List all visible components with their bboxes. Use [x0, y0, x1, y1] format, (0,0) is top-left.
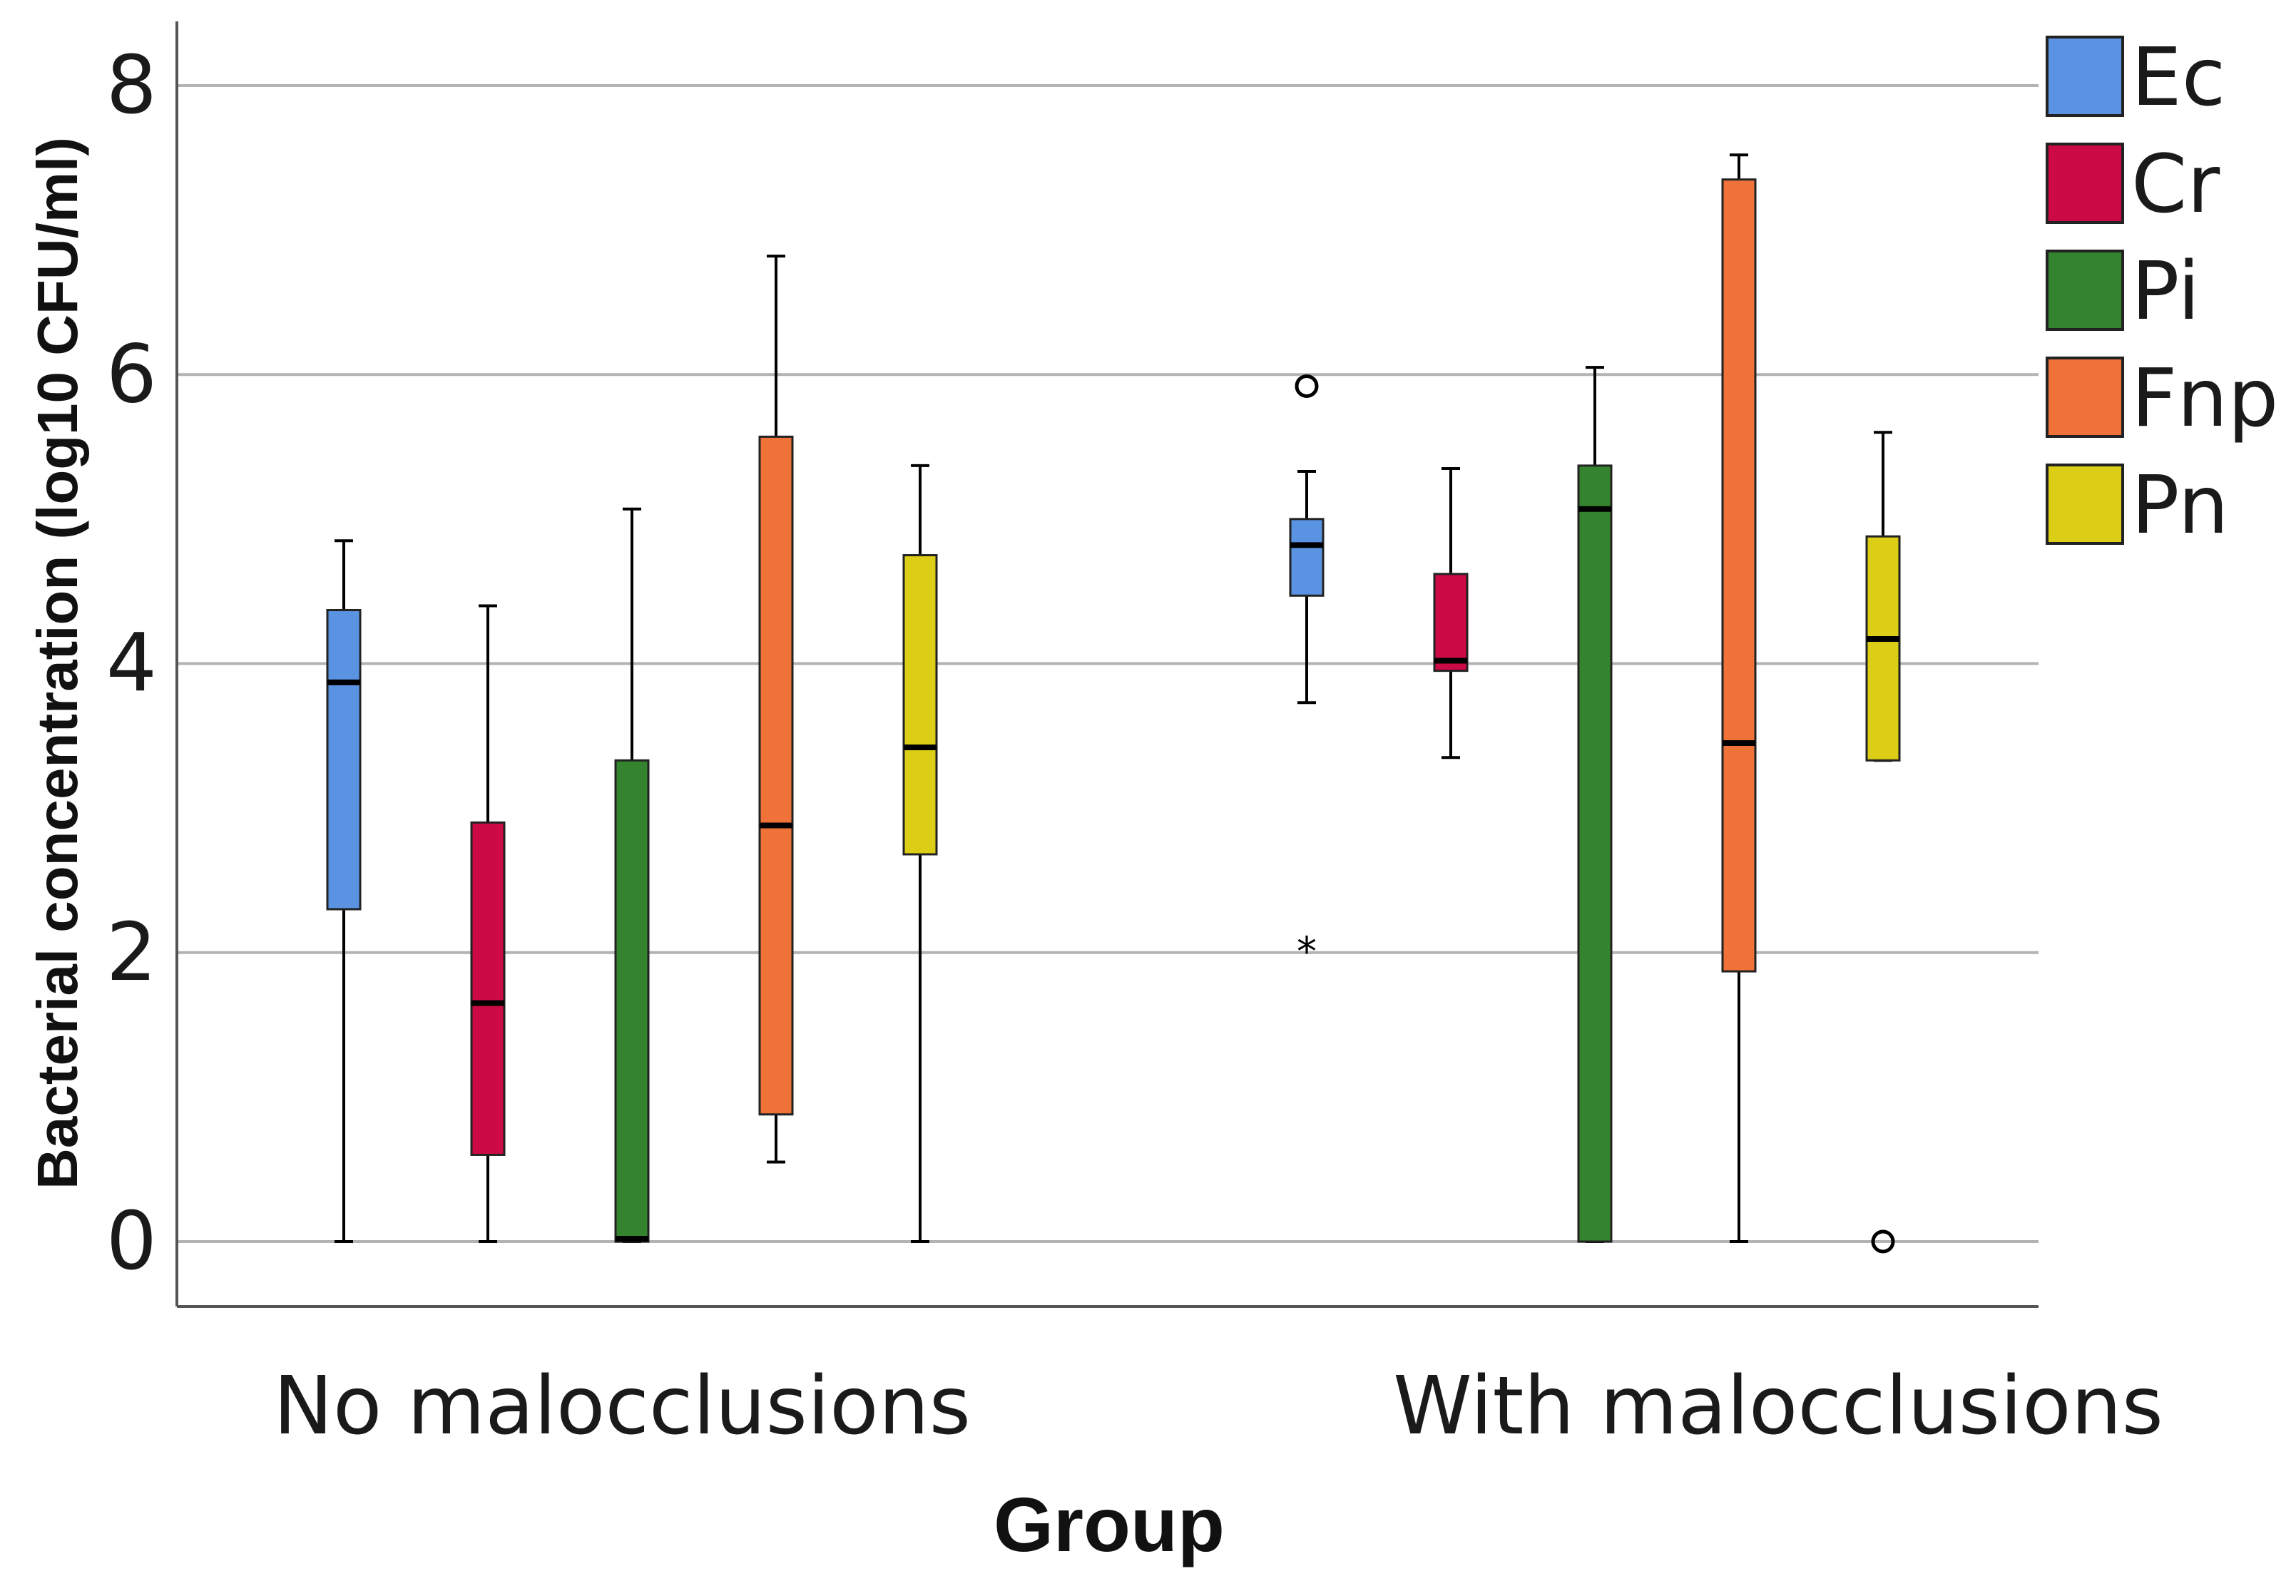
- iqr-box: [758, 435, 794, 1116]
- box-pi-with-malocclusions: [1577, 366, 1613, 1243]
- outlier-marker: [1871, 1229, 1895, 1254]
- legend-item-cr: Cr: [2046, 138, 2220, 231]
- x-category-label: With malocclusions: [1393, 1360, 2163, 1453]
- box-fnp-with-malocclusions: [1721, 153, 1757, 1243]
- legend-label: Cr: [2131, 138, 2220, 231]
- box-cr-no-malocclusions: [470, 604, 506, 1243]
- iqr-box: [902, 554, 938, 856]
- outlier-marker: [1295, 374, 1319, 398]
- legend-swatch: [2046, 143, 2124, 224]
- y-tick-label: 0: [106, 1195, 157, 1288]
- box-fnp-no-malocclusions: [758, 255, 794, 1164]
- iqr-box: [470, 821, 506, 1156]
- y-tick-label: 6: [106, 328, 157, 421]
- legend-item-pi: Pi: [2046, 245, 2200, 338]
- box-cr-with-malocclusions: [1433, 466, 1469, 759]
- y-tick-label: 8: [106, 39, 157, 132]
- legend-item-ec: Ec: [2046, 31, 2225, 124]
- legend-item-pn: Pn: [2046, 459, 2229, 552]
- box-ec-no-malocclusions: [326, 539, 362, 1243]
- x-axis-title: Group: [994, 1481, 1225, 1567]
- iqr-box: [326, 609, 362, 911]
- x-category-label: No malocclusions: [273, 1360, 971, 1453]
- legend-swatch: [2046, 357, 2124, 438]
- legend-swatch: [2046, 464, 2124, 545]
- extreme-outlier-marker: *: [1297, 929, 1317, 976]
- iqr-box: [614, 759, 650, 1243]
- legend-item-fnp: Fnp: [2046, 352, 2279, 445]
- legend-label: Pn: [2131, 459, 2229, 552]
- legend-label: Fnp: [2131, 352, 2279, 445]
- iqr-box: [1577, 464, 1613, 1243]
- iqr-box: [1289, 518, 1325, 597]
- box-series: *: [326, 153, 1901, 1254]
- y-axis-title: Bacterial concentration (log10 CFU/ml): [26, 137, 89, 1190]
- y-tick-label: 2: [106, 906, 157, 999]
- iqr-box: [1433, 573, 1469, 672]
- gridlines: [177, 84, 2039, 1243]
- legend-swatch: [2046, 250, 2124, 331]
- y-tick-label: 4: [106, 618, 157, 710]
- iqr-box: [1721, 178, 1757, 973]
- box-pn-with-malocclusions: [1865, 431, 1901, 1254]
- legend: Ec Cr Pi Fnp Pn: [2046, 31, 2279, 552]
- iqr-box: [1865, 535, 1901, 762]
- legend-label: Ec: [2131, 31, 2225, 124]
- box-pn-no-malocclusions: [902, 464, 938, 1243]
- box-ec-with-malocclusions: *: [1289, 374, 1325, 976]
- box-pi-no-malocclusions: [614, 507, 650, 1243]
- legend-label: Pi: [2131, 245, 2200, 338]
- legend-swatch: [2046, 36, 2124, 117]
- axes: 0 2 4 6 8 No malocclusions With malocclusions: [106, 21, 2163, 1453]
